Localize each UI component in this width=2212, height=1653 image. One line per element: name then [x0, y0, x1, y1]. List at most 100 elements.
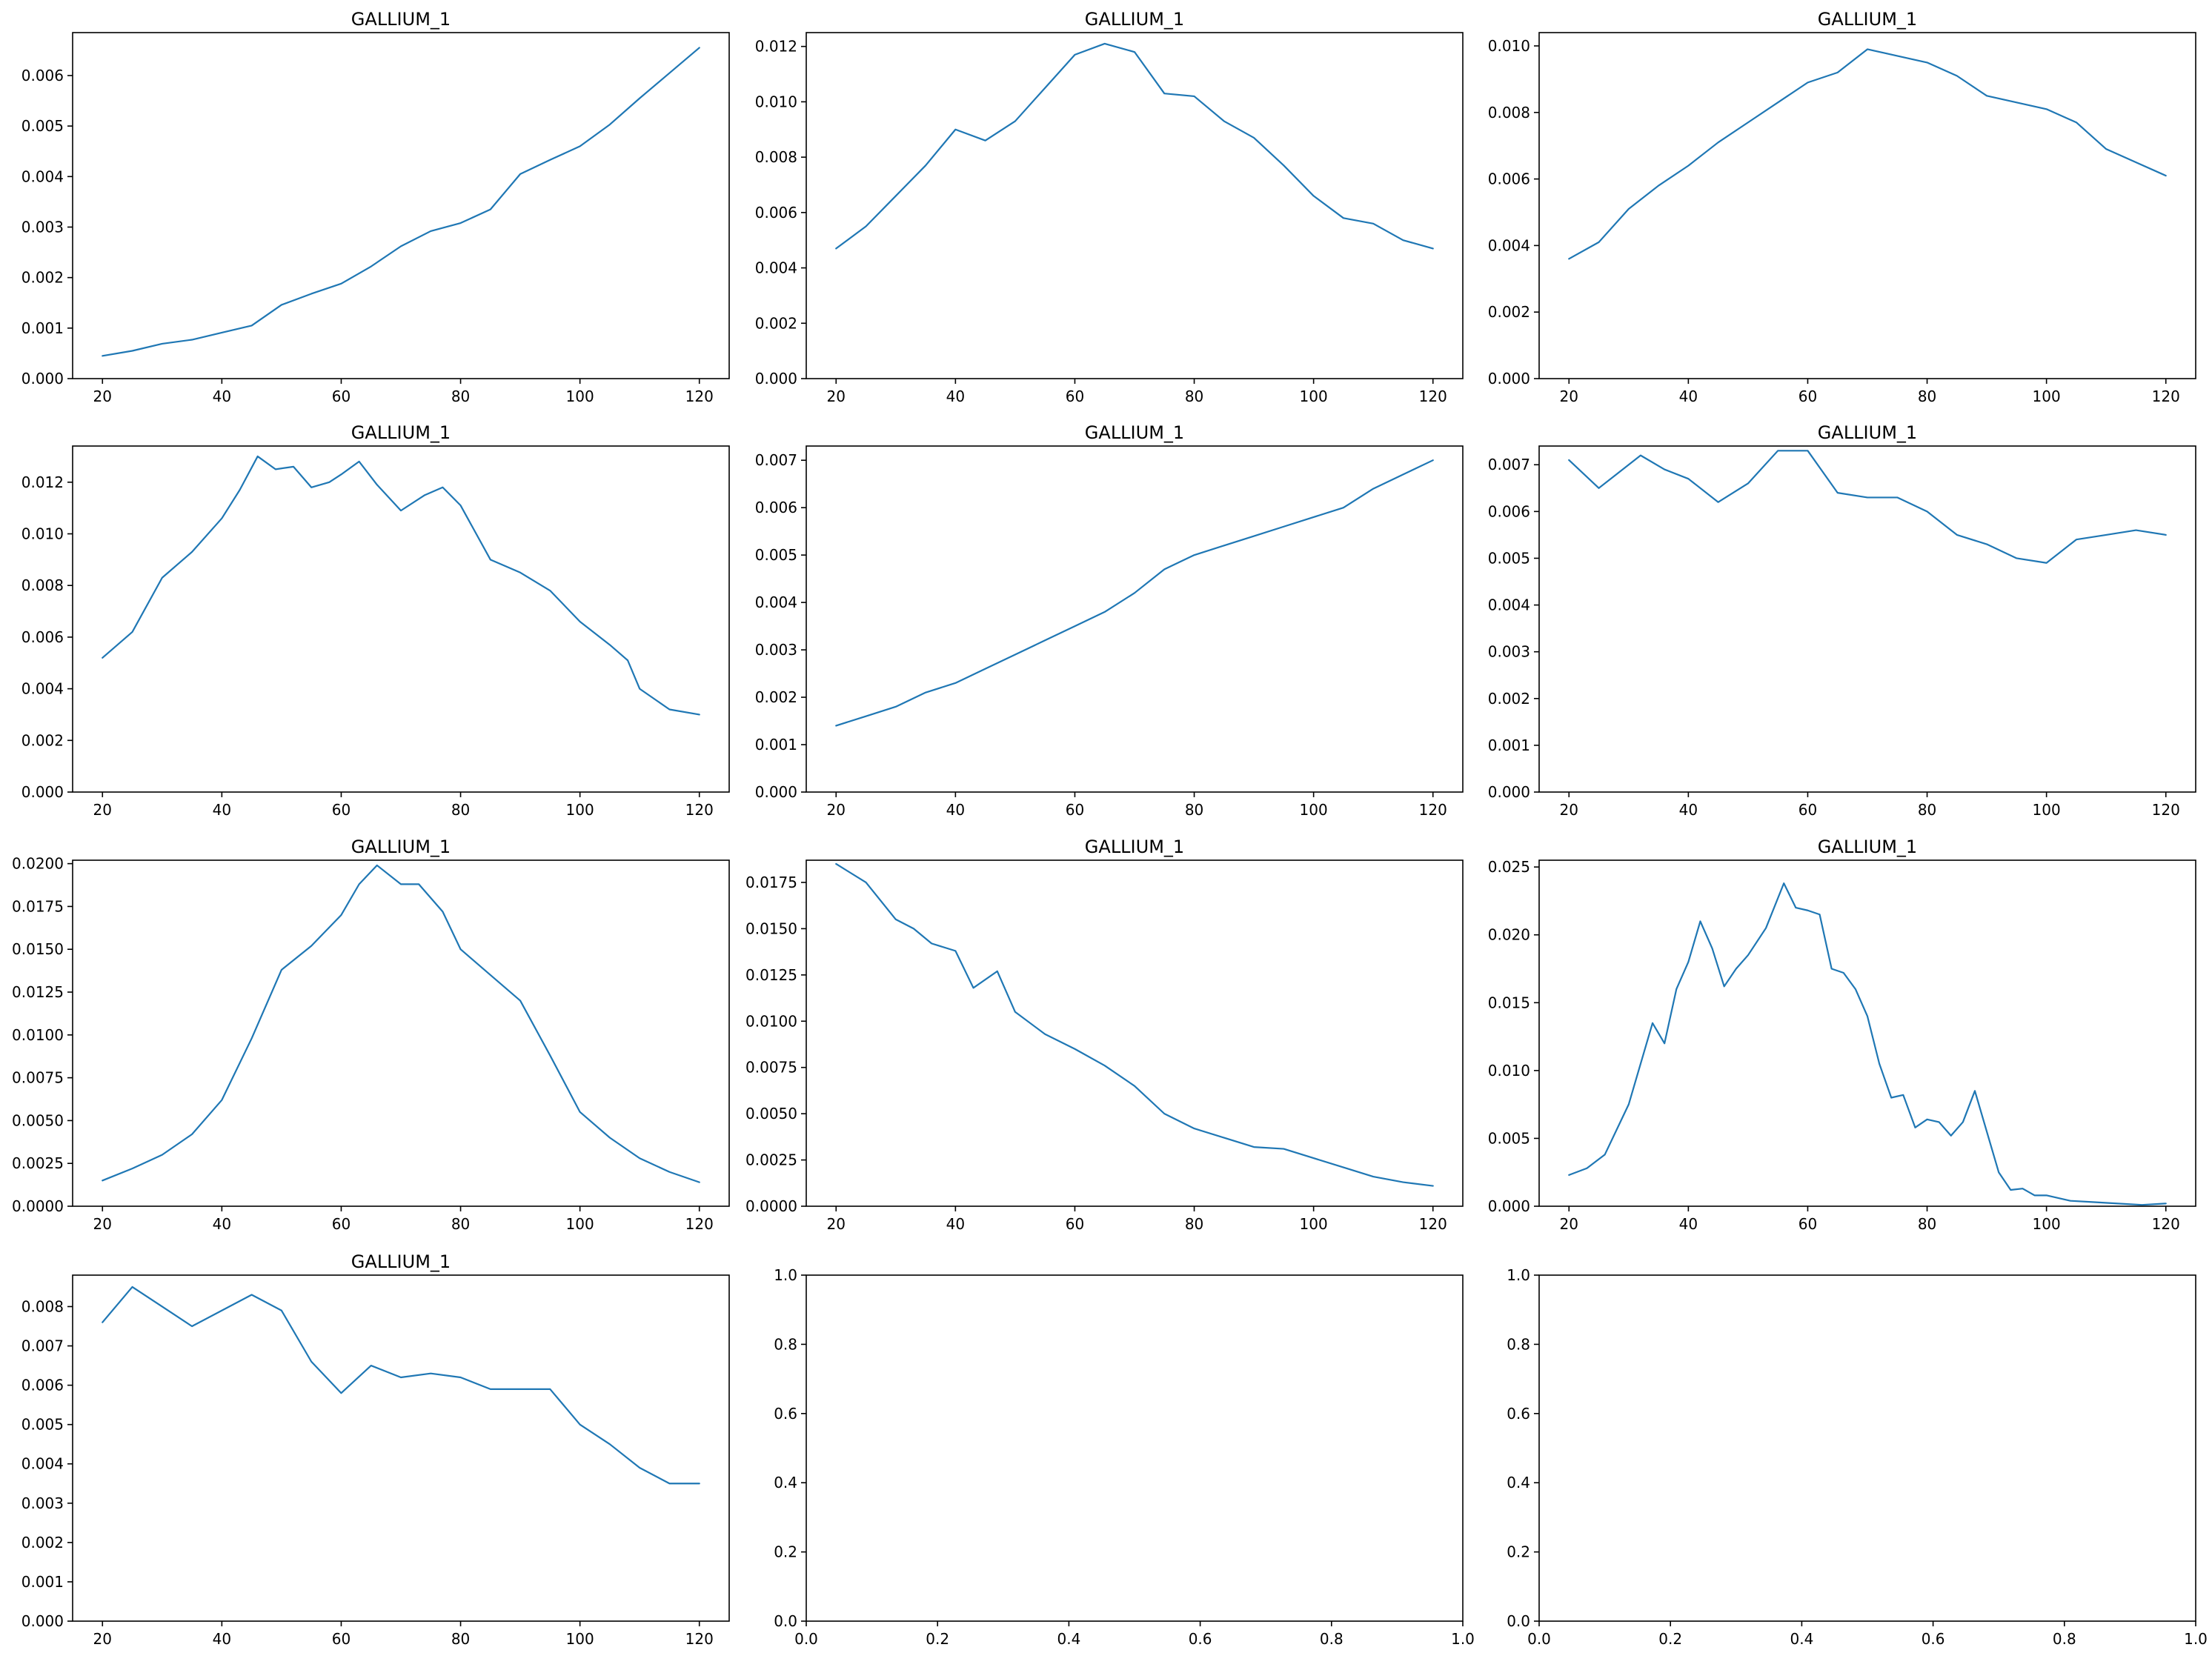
y-tick-label: 0.005 — [1488, 1129, 1530, 1147]
y-tick-label: 0.000 — [21, 1612, 64, 1630]
y-tick-label: 0.002 — [1488, 303, 1530, 321]
x-tick-label: 60 — [1799, 801, 1817, 819]
y-tick-label: 0.015 — [1488, 994, 1530, 1011]
y-tick-label: 0.0100 — [12, 1026, 64, 1044]
y-tick-label: 0.002 — [21, 1534, 64, 1551]
y-tick-label: 0.6 — [774, 1405, 797, 1423]
y-tick-label: 0.004 — [21, 1455, 64, 1473]
y-tick-label: 0.8 — [1507, 1335, 1530, 1353]
y-tick-label: 1.0 — [774, 1266, 797, 1284]
axes-frame — [1538, 32, 2196, 379]
x-tick-label: 120 — [2152, 1215, 2180, 1233]
y-tick-label: 0.008 — [21, 1297, 64, 1315]
x-tick-label: 80 — [1185, 388, 1203, 405]
subplot-2: GALLIUM_1 20 40 60 80 100 120 0.000 0.002 0.004 0.… — [755, 9, 1464, 405]
x-tick-label: 100 — [566, 1215, 594, 1233]
x-tick-label: 20 — [93, 388, 112, 405]
y-tick-label: 0.010 — [1488, 1062, 1530, 1080]
series-line — [1568, 882, 2167, 1206]
y-tick-label: 0.008 — [755, 148, 797, 166]
subplot-7: GALLIUM_1 20 40 60 80 100 120 0.0000 0.0025 0.005… — [12, 837, 730, 1233]
y-tick-label: 0.0100 — [745, 1012, 797, 1030]
y-tick-label: 0.001 — [1488, 736, 1530, 754]
x-tick-label: 0.4 — [1057, 1630, 1080, 1648]
subplot-title: GALLIUM_1 — [351, 9, 451, 30]
y-tick-label: 0.003 — [21, 1494, 64, 1512]
subplot-title: GALLIUM_1 — [351, 422, 451, 443]
y-tick-label: 0.006 — [21, 67, 64, 84]
x-tick-label: 100 — [1300, 388, 1328, 405]
x-tick-label: 60 — [1066, 388, 1084, 405]
x-tick-label: 40 — [946, 801, 965, 819]
series-line — [102, 47, 700, 357]
y-tick-label: 0.0150 — [745, 919, 797, 937]
x-tick-label: 40 — [946, 388, 965, 405]
series-line — [102, 455, 700, 716]
x-tick-label: 40 — [1679, 801, 1698, 819]
x-tick-label: 100 — [1300, 801, 1328, 819]
y-tick-label: 0.006 — [1488, 170, 1530, 188]
y-tick-label: 0.004 — [1488, 596, 1530, 614]
x-tick-label: 0.6 — [1922, 1630, 1945, 1648]
y-tick-label: 0.012 — [755, 38, 797, 56]
axes-frame — [806, 445, 1464, 793]
y-tick-label: 0.005 — [21, 117, 64, 135]
x-tick-label: 120 — [1419, 801, 1447, 819]
subplot-title: GALLIUM_1 — [1085, 422, 1184, 443]
x-tick-label: 0.4 — [1790, 1630, 1813, 1648]
subplot-title: GALLIUM_1 — [1085, 837, 1184, 857]
x-tick-label: 80 — [1918, 388, 1936, 405]
x-tick-label: 0.2 — [926, 1630, 949, 1648]
x-tick-label: 1.0 — [1451, 1630, 1475, 1648]
y-tick-label: 0.008 — [21, 576, 64, 594]
y-tick-label: 0.002 — [1488, 690, 1530, 708]
x-tick-label: 0.6 — [1189, 1630, 1212, 1648]
y-tick-label: 1.0 — [1507, 1266, 1530, 1284]
y-tick-label: 0.002 — [755, 688, 797, 706]
x-tick-label: 20 — [827, 801, 846, 819]
y-tick-label: 0.010 — [21, 525, 64, 542]
y-tick-label: 0.2 — [1507, 1543, 1530, 1561]
y-tick-label: 0.005 — [21, 1416, 64, 1434]
axes-frame — [1538, 445, 2196, 793]
y-tick-label: 0.008 — [1488, 104, 1530, 122]
x-tick-label: 60 — [1799, 1215, 1817, 1233]
x-tick-label: 120 — [1419, 1215, 1447, 1233]
y-tick-label: 0.0 — [1507, 1612, 1530, 1630]
y-tick-label: 0.002 — [755, 314, 797, 332]
x-tick-label: 120 — [685, 1630, 714, 1648]
x-tick-label: 20 — [827, 388, 846, 405]
y-tick-label: 0.004 — [755, 593, 797, 611]
y-tick-label: 0.000 — [21, 370, 64, 388]
y-tick-label: 0.012 — [21, 473, 64, 491]
axes-frame — [1538, 859, 2196, 1207]
y-tick-label: 0.005 — [755, 546, 797, 564]
y-tick-label: 0.002 — [21, 269, 64, 287]
x-tick-label: 20 — [1560, 1215, 1578, 1233]
y-tick-label: 0.4 — [1507, 1474, 1530, 1491]
x-tick-label: 0.0 — [1527, 1630, 1551, 1648]
y-tick-label: 0.001 — [21, 1573, 64, 1591]
y-tick-label: 0.025 — [1488, 858, 1530, 876]
subplot-10: GALLIUM_1 20 40 60 80 100 120 0.000 0.001 0.002 0.… — [21, 1251, 730, 1648]
x-tick-label: 60 — [1066, 801, 1084, 819]
x-tick-label: 0.2 — [1658, 1630, 1682, 1648]
x-tick-label: 0.0 — [794, 1630, 818, 1648]
y-tick-label: 0.007 — [1488, 456, 1530, 473]
x-tick-label: 120 — [2152, 388, 2180, 405]
y-tick-label: 0.2 — [774, 1543, 797, 1561]
y-tick-label: 0.0 — [774, 1612, 797, 1630]
y-tick-label: 0.0050 — [745, 1105, 797, 1122]
x-tick-label: 40 — [1679, 388, 1698, 405]
x-tick-label: 20 — [93, 801, 112, 819]
axes-frame — [72, 859, 730, 1207]
y-tick-label: 0.8 — [774, 1335, 797, 1353]
x-tick-label: 40 — [213, 801, 231, 819]
y-tick-label: 0.003 — [755, 641, 797, 659]
y-tick-label: 0.0125 — [12, 983, 64, 1001]
x-tick-label: 120 — [685, 388, 714, 405]
y-tick-label: 0.0075 — [12, 1069, 64, 1087]
axes-frame — [72, 32, 730, 379]
y-tick-label: 0.000 — [1488, 1197, 1530, 1215]
